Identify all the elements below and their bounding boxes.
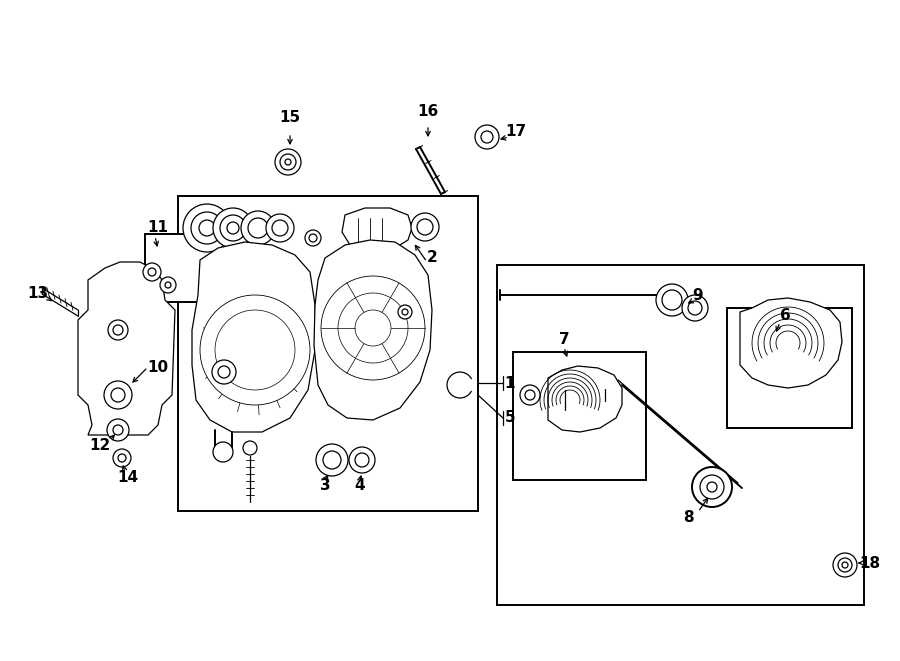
Circle shape [338, 293, 408, 363]
Bar [178, 196, 478, 511]
Circle shape [108, 320, 128, 340]
Circle shape [143, 263, 161, 281]
Text: 12: 12 [89, 438, 111, 453]
Circle shape [113, 449, 131, 467]
Circle shape [243, 441, 257, 455]
Circle shape [227, 222, 239, 234]
Circle shape [316, 444, 348, 476]
Circle shape [213, 208, 253, 248]
Text: 5: 5 [505, 410, 516, 426]
Polygon shape [342, 208, 412, 250]
Text: 7: 7 [559, 332, 570, 348]
Circle shape [355, 453, 369, 467]
Text: 8: 8 [683, 510, 693, 524]
Circle shape [349, 447, 375, 473]
Circle shape [266, 214, 294, 242]
Circle shape [107, 419, 129, 441]
Circle shape [200, 295, 310, 405]
Circle shape [402, 309, 408, 315]
Bar [497, 265, 864, 605]
Text: 3: 3 [320, 477, 330, 492]
Text: 11: 11 [148, 221, 168, 235]
Text: 2: 2 [427, 251, 437, 266]
Bar [513, 352, 646, 480]
Circle shape [688, 301, 702, 315]
Text: 6: 6 [779, 307, 790, 323]
Circle shape [104, 381, 132, 409]
Circle shape [160, 277, 176, 293]
Polygon shape [740, 298, 842, 388]
Circle shape [275, 149, 301, 175]
Text: 10: 10 [148, 360, 168, 375]
Circle shape [411, 213, 439, 241]
Circle shape [248, 218, 268, 238]
Circle shape [213, 442, 233, 462]
Circle shape [199, 220, 215, 236]
Text: 13: 13 [27, 286, 49, 301]
Circle shape [398, 305, 412, 319]
Circle shape [417, 219, 433, 235]
Text: 15: 15 [279, 110, 301, 126]
Circle shape [475, 125, 499, 149]
Polygon shape [78, 262, 175, 435]
Text: 18: 18 [860, 555, 880, 570]
Circle shape [481, 131, 493, 143]
Circle shape [842, 562, 848, 568]
Circle shape [191, 212, 223, 244]
Circle shape [285, 159, 291, 165]
Circle shape [272, 220, 288, 236]
Circle shape [183, 204, 231, 252]
Text: 9: 9 [693, 288, 703, 303]
Polygon shape [314, 240, 432, 420]
Circle shape [525, 390, 535, 400]
Circle shape [212, 360, 236, 384]
Circle shape [682, 295, 708, 321]
Circle shape [280, 154, 296, 170]
Text: 1: 1 [505, 375, 515, 391]
Polygon shape [548, 366, 622, 432]
Circle shape [656, 284, 688, 316]
Polygon shape [192, 242, 315, 432]
Text: 14: 14 [117, 469, 139, 485]
Circle shape [241, 211, 275, 245]
Circle shape [833, 553, 857, 577]
Circle shape [707, 482, 717, 492]
Circle shape [323, 451, 341, 469]
Circle shape [111, 388, 125, 402]
Circle shape [355, 310, 391, 346]
Circle shape [218, 366, 230, 378]
Circle shape [662, 290, 682, 310]
Circle shape [692, 467, 732, 507]
Bar [145, 234, 227, 302]
Circle shape [321, 276, 425, 380]
Circle shape [520, 385, 540, 405]
Circle shape [148, 268, 156, 276]
Circle shape [309, 234, 317, 242]
Text: 4: 4 [355, 477, 365, 492]
Circle shape [113, 325, 123, 335]
Circle shape [118, 454, 126, 462]
Circle shape [220, 215, 246, 241]
Bar [727, 308, 852, 428]
Text: 17: 17 [506, 124, 526, 139]
Circle shape [165, 282, 171, 288]
Circle shape [215, 310, 295, 390]
Text: 16: 16 [418, 104, 438, 120]
Circle shape [113, 425, 123, 435]
Circle shape [838, 558, 852, 572]
Circle shape [700, 475, 724, 499]
Circle shape [305, 230, 321, 246]
